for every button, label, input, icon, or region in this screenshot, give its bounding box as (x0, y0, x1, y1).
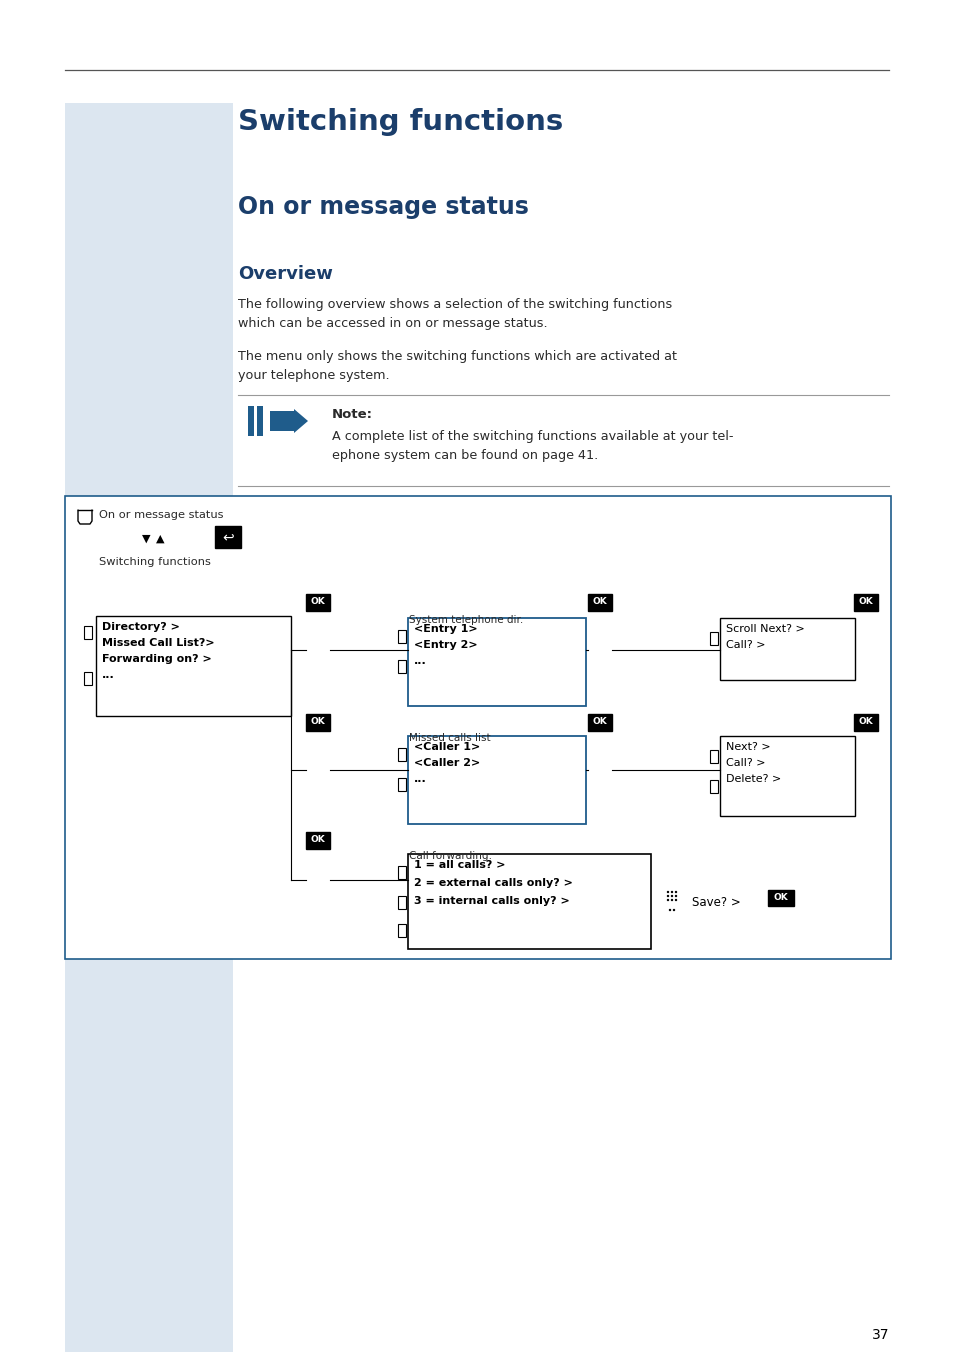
Text: OK: OK (773, 894, 787, 903)
Circle shape (674, 899, 677, 902)
Bar (96, 617, 291, 717)
Text: System telephone dir.: System telephone dir. (409, 615, 522, 625)
Bar (587, 714, 612, 730)
Bar (306, 594, 330, 611)
Text: On or message status: On or message status (99, 510, 223, 521)
Text: 1 = all calls? >
2 = external calls only? >
3 = internal calls only? >: 1 = all calls? > 2 = external calls only… (414, 860, 572, 906)
Bar (408, 735, 585, 823)
Bar (65, 972, 233, 1352)
Circle shape (670, 891, 673, 894)
Bar (397, 896, 406, 909)
Bar (709, 750, 718, 763)
Bar (306, 714, 330, 730)
Bar (65, 103, 233, 975)
Bar (65, 496, 890, 959)
Bar (709, 631, 718, 645)
Text: OK: OK (311, 718, 325, 726)
Circle shape (674, 895, 677, 898)
Text: A complete list of the switching functions available at your tel-
ephone system : A complete list of the switching functio… (332, 430, 733, 461)
Text: Scroll Next? >
Call? >: Scroll Next? > Call? > (725, 625, 804, 650)
Bar (720, 618, 854, 680)
Circle shape (666, 899, 668, 902)
Bar (397, 867, 406, 879)
Text: Save? >: Save? > (691, 896, 740, 909)
Bar (408, 854, 650, 949)
Text: The menu only shows the switching functions which are activated at
your telephon: The menu only shows the switching functi… (237, 350, 677, 381)
Circle shape (674, 891, 677, 894)
Bar (84, 672, 91, 685)
Bar (214, 526, 241, 548)
Text: Switching functions: Switching functions (99, 557, 211, 566)
Text: OK: OK (592, 598, 607, 607)
Text: Switching functions: Switching functions (237, 108, 562, 137)
Text: OK: OK (858, 598, 872, 607)
Circle shape (672, 909, 675, 911)
Text: Call forwarding:: Call forwarding: (409, 850, 492, 861)
Bar (397, 748, 406, 761)
Bar (587, 594, 612, 611)
Text: Next? >
Call? >
Delete? >: Next? > Call? > Delete? > (725, 742, 781, 784)
Text: The following overview shows a selection of the switching functions
which can be: The following overview shows a selection… (237, 297, 672, 330)
Bar (256, 406, 263, 435)
Text: ↩: ↩ (222, 530, 233, 544)
Bar (853, 594, 877, 611)
Text: OK: OK (592, 718, 607, 726)
Text: Missed calls list: Missed calls list (409, 733, 490, 744)
Bar (248, 406, 253, 435)
Text: 37: 37 (871, 1328, 888, 1343)
Text: OK: OK (311, 836, 325, 845)
Circle shape (670, 899, 673, 902)
Bar (853, 714, 877, 730)
Bar (397, 777, 406, 791)
Bar (720, 735, 854, 817)
Bar (767, 890, 793, 906)
Circle shape (668, 909, 671, 911)
Text: OK: OK (311, 598, 325, 607)
Bar (709, 780, 718, 794)
Bar (397, 660, 406, 673)
Text: On or message status: On or message status (237, 195, 528, 219)
Circle shape (670, 895, 673, 898)
Circle shape (666, 895, 668, 898)
Text: <Entry 1>
<Entry 2>
...: <Entry 1> <Entry 2> ... (414, 625, 477, 667)
Bar (84, 626, 91, 639)
Text: ▼: ▼ (142, 534, 151, 544)
Text: Note:: Note: (332, 408, 373, 420)
Bar (408, 618, 585, 706)
Text: <Caller 1>
<Caller 2>
...: <Caller 1> <Caller 2> ... (414, 742, 479, 784)
FancyArrow shape (270, 410, 308, 433)
Text: Overview: Overview (237, 265, 333, 283)
Bar (397, 630, 406, 644)
Text: Directory? >
Missed Call List?>
Forwarding on? >
...: Directory? > Missed Call List?> Forwardi… (102, 622, 214, 680)
Text: ▲: ▲ (156, 534, 164, 544)
Bar (306, 831, 330, 849)
Bar (397, 923, 406, 937)
Circle shape (666, 891, 668, 894)
Text: OK: OK (858, 718, 872, 726)
